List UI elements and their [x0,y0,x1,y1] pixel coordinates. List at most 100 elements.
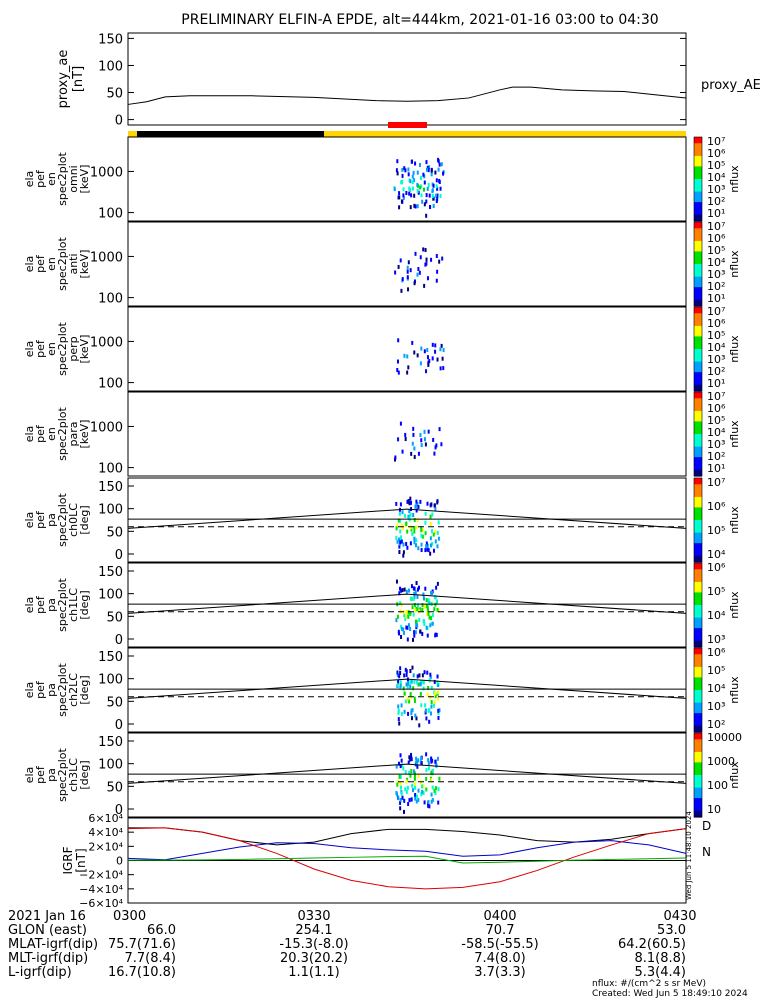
heatmap-cell [435,763,438,768]
colorbar-segment [694,638,702,642]
heatmap-cell [435,585,438,590]
heatmap-cell [405,625,408,630]
colorbar-tick-label: 10⁵ [707,585,725,598]
colorbar-tick-label: 10⁵ [707,524,725,537]
heatmap-cell [427,803,430,808]
heatmap-cell [420,542,423,547]
anti-loss-cone-line [127,593,687,614]
heatmap-cell [412,586,415,591]
heatmap-cell [420,526,423,531]
heatmap-cell [402,686,405,691]
colorbar-segment [694,321,702,325]
colorbar-segment [694,565,702,568]
heatmap-cell [403,513,406,518]
colorbar-segment [694,218,702,222]
heatmap-cell [411,174,414,179]
colorbar-segment [694,741,702,745]
colorbar-segment [694,200,702,203]
colorbar-segment [694,486,702,490]
colorbar-segment [694,662,702,666]
heatmap-cell [416,518,419,523]
colorbar-segment [694,590,702,593]
colorbar-segment [694,232,702,236]
heatmap-cell [400,588,403,593]
page-title: PRELIMINARY ELFIN-A EPDE, alt=444km, 202… [181,12,658,28]
colorbar-segment [694,224,702,227]
heatmap-cell [399,683,402,688]
heatmap-cell [408,501,411,506]
colorbar-segment [694,573,702,577]
heatmap-cell [403,587,406,592]
ephemeris-row-label: L-igrf(dip) [8,965,72,980]
heatmap-cell [407,802,410,807]
y-tick-label: 50 [106,780,123,795]
colorbar-segment [694,251,702,255]
colorbar-segment [694,319,702,323]
panel-frame-pa_ch1LC [127,562,687,648]
heatmap-cell [409,611,412,616]
heatmap-cell [435,184,438,189]
heatmap-cell [415,794,418,799]
heatmap-cell [437,715,440,720]
heatmap-cell [397,518,400,523]
colorbar-segment [694,806,702,810]
colorbar-segment [694,330,702,333]
heatmap-cell [434,343,437,348]
heatmap-cell [411,441,414,446]
ephemeris-value: -58.5(-55.5) [461,937,538,952]
ephemeris-value: 20.3(20.2) [280,951,348,966]
heatmap-cell [397,761,400,766]
heatmap-cell [413,696,416,701]
colorbar-segment [694,490,702,494]
heatmap-cell [434,632,437,637]
colorbar-tick-label: 10² [707,365,725,378]
y-axis-label: anti [67,253,80,274]
colorbar-segment [694,236,702,240]
heatmap-cell [419,691,422,696]
colorbar-segment [694,494,702,498]
colorbar-segment [694,208,702,212]
colorbar-segment [694,482,702,485]
colorbar-segment [694,681,702,685]
colorbar-segment [694,448,702,452]
colorbar-segment [694,394,702,397]
colorbar-segment [694,214,702,218]
heatmap-cell [414,796,417,801]
heatmap-cell [427,758,430,763]
y-axis-label: [deg] [78,760,91,789]
heatmap-cell [411,605,414,610]
heatmap-cell [398,550,401,555]
heatmap-cell [400,288,403,293]
heatmap-cell [434,506,437,511]
heatmap-cell [403,798,406,803]
colorbar-tick-label: 10 [707,803,721,816]
heatmap-cell [413,633,416,638]
panel-frame-en_omni [127,136,687,222]
colorbar-segment [694,770,702,774]
colorbar-segment [694,270,702,273]
colorbar-segment [694,749,702,753]
colorbar-tick-label: 10² [707,195,725,208]
heatmap-cell [403,691,406,696]
colorbar-tick-label: 10⁵ [707,414,725,427]
colorbar-segment [694,189,702,193]
y-axis-label: pa [45,598,58,612]
heatmap-cell [402,809,405,814]
colorbar-frame [693,647,703,733]
y-axis-label: [deg] [78,505,91,534]
colorbar-segment [694,658,702,662]
colorbar-frame [693,306,703,392]
heatmap-cell [432,768,435,773]
heatmap-cell [420,548,423,553]
heatmap-cell [407,610,410,615]
igrf-series-line [127,840,687,861]
heatmap-cell [409,692,412,697]
heatmap-cell [411,788,414,793]
heatmap-cell [413,193,416,198]
heatmap-cell [433,700,436,705]
heatmap-cell [425,787,428,792]
heatmap-cell [400,199,403,204]
heatmap-cell [398,537,401,542]
colorbar-segment [694,605,702,608]
heatmap-cell [424,248,427,253]
